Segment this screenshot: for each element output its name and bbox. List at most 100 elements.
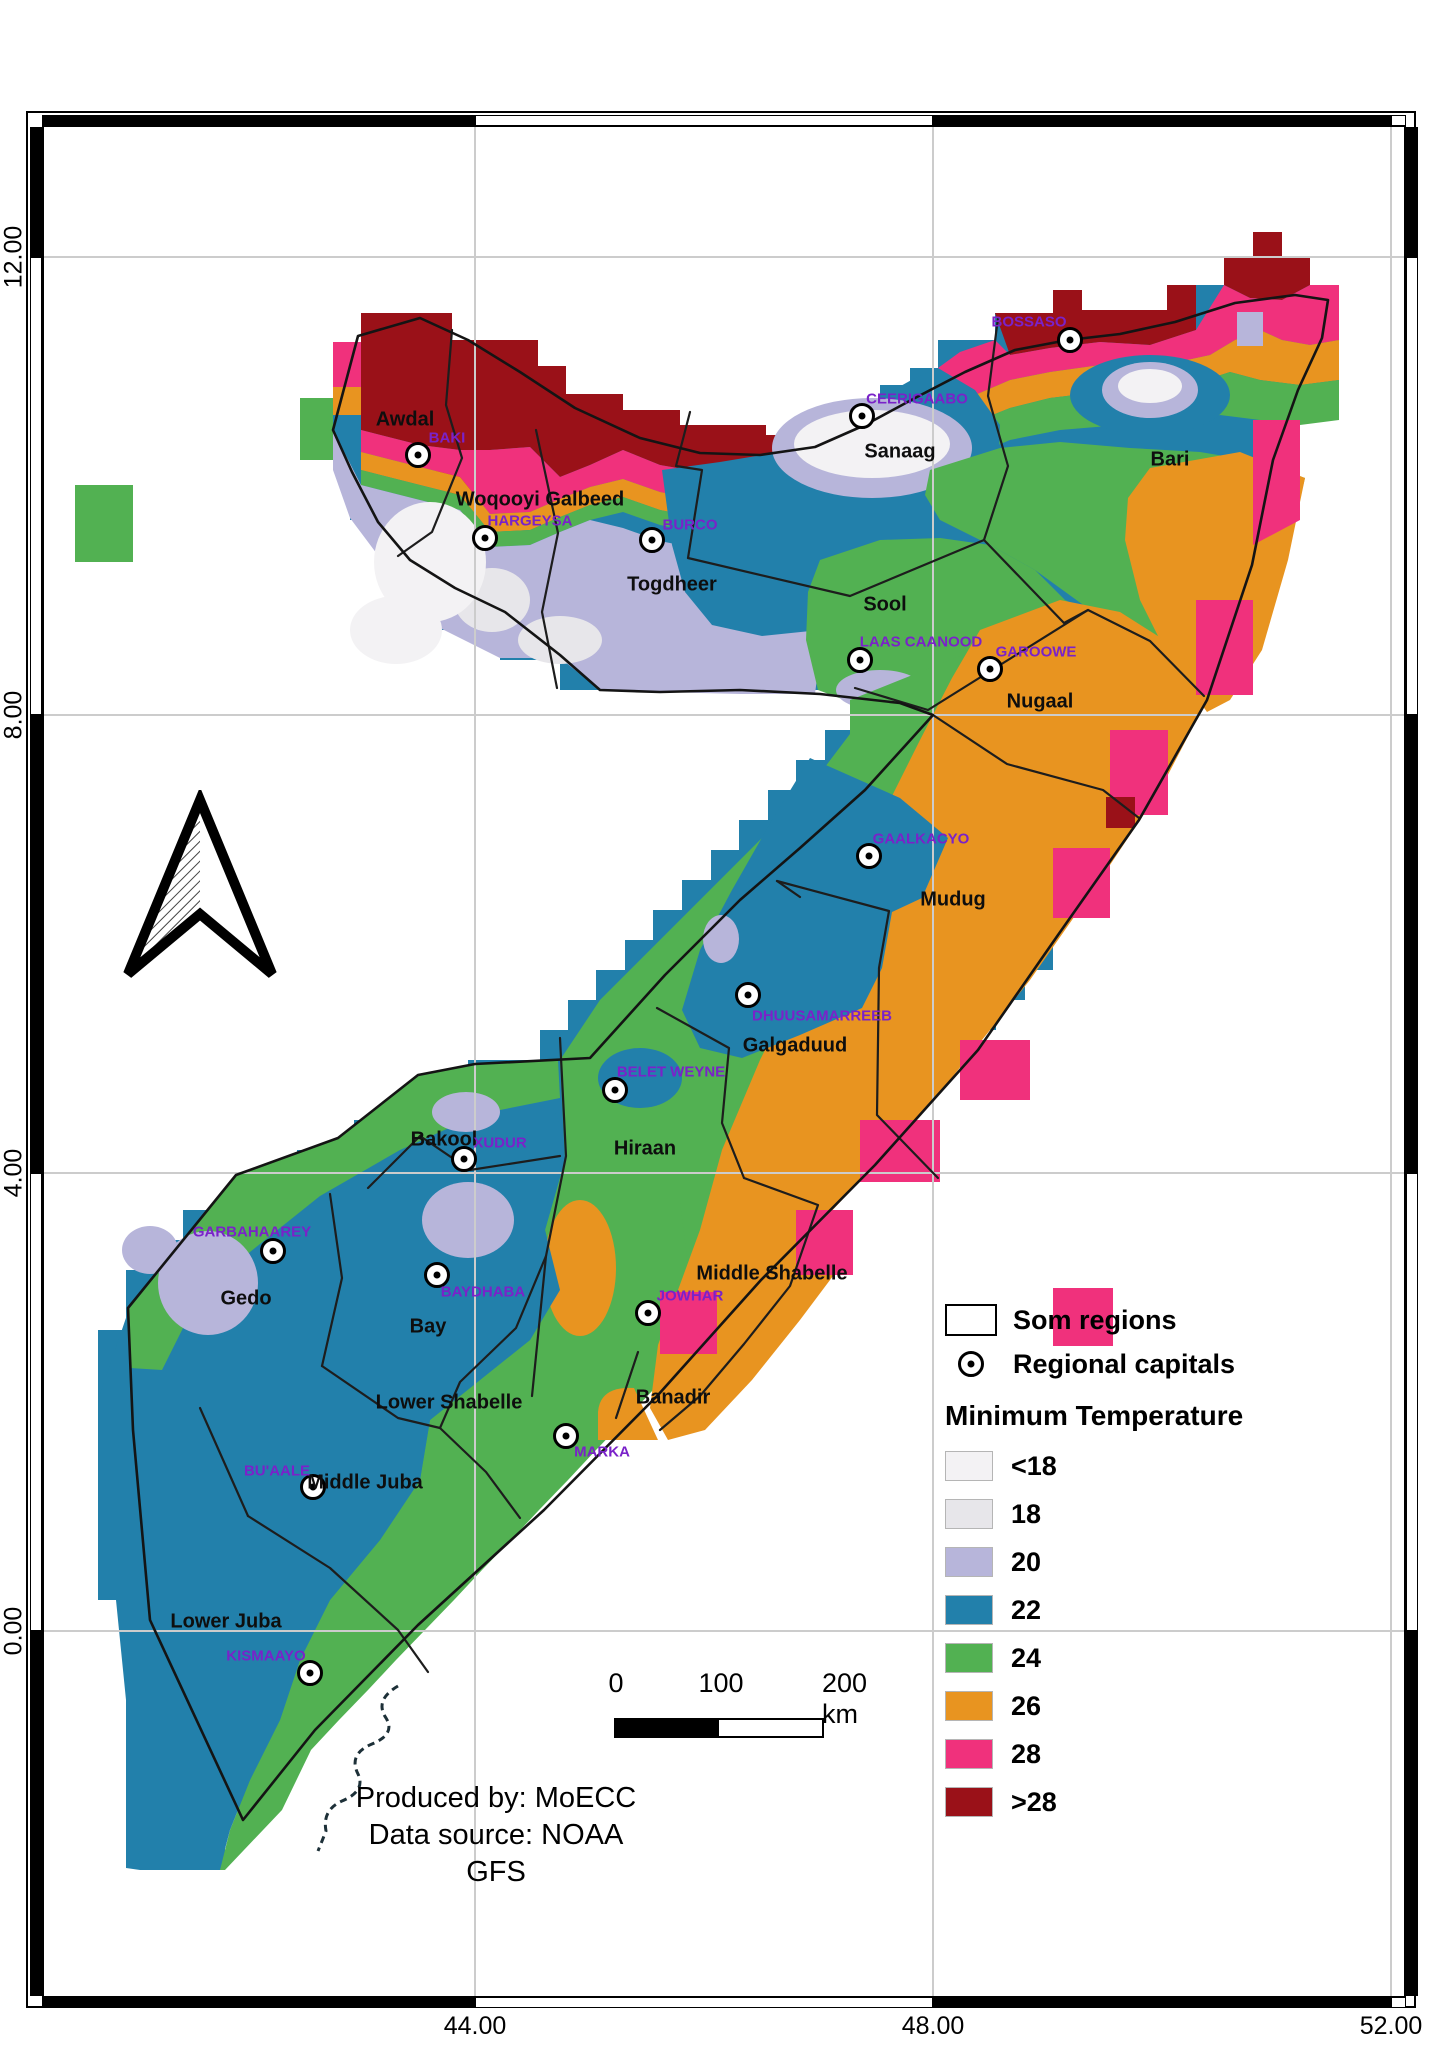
region-label: Togdheer bbox=[627, 573, 717, 596]
legend-item: 28 bbox=[945, 1730, 1243, 1778]
capital-marker bbox=[260, 1238, 286, 1264]
capital-label: GAROOWE bbox=[995, 643, 1077, 661]
frame-inner-border bbox=[42, 125, 1406, 1998]
capital-marker bbox=[847, 647, 873, 673]
capital-marker bbox=[451, 1146, 477, 1172]
credits-line2: Data source: NOAA bbox=[368, 1819, 624, 1851]
legend-swatch bbox=[945, 1643, 993, 1673]
capital-marker bbox=[977, 656, 1003, 682]
legend-swatch bbox=[945, 1595, 993, 1625]
legend-item-label: 28 bbox=[1011, 1738, 1042, 1769]
capital-marker bbox=[635, 1300, 661, 1326]
scale-tick-100: 100 bbox=[698, 1668, 744, 1698]
capital-label: DHUUSAMARREEB bbox=[751, 1007, 893, 1025]
legend-item: >28 bbox=[945, 1778, 1243, 1826]
capital-label: GARBAHAAREY bbox=[192, 1223, 312, 1241]
region-label: Lower Juba bbox=[170, 1610, 282, 1633]
region-label: Gedo bbox=[220, 1287, 272, 1310]
legend-row-som-regions: Som regions bbox=[945, 1298, 1243, 1342]
legend-item-label: 22 bbox=[1011, 1594, 1042, 1625]
legend-item: 20 bbox=[945, 1538, 1243, 1586]
x-axis-tick-label: 44.00 bbox=[443, 2012, 507, 2040]
frame-zebra-right bbox=[1406, 127, 1418, 1996]
legend-swatch bbox=[945, 1547, 993, 1577]
legend-item: 18 bbox=[945, 1490, 1243, 1538]
legend-item: 24 bbox=[945, 1634, 1243, 1682]
capital-label: BAYDHABA bbox=[440, 1283, 526, 1301]
legend-item: <18 bbox=[945, 1442, 1243, 1490]
region-label: Middle Shabelle bbox=[696, 1262, 848, 1285]
capital-label: BOSSASO bbox=[991, 313, 1067, 331]
capital-label: BU'AALE bbox=[243, 1462, 311, 1480]
credits-text: Produced by: MoECC Data source: NOAA GFS bbox=[356, 1780, 636, 1891]
gridlines bbox=[44, 127, 1404, 1996]
y-axis-tick-label: 12.00 bbox=[0, 225, 28, 289]
capital-marker bbox=[553, 1423, 579, 1449]
capital-label: GAALKACYO bbox=[872, 830, 970, 848]
capital-label: BELET WEYNE bbox=[616, 1063, 726, 1081]
capital-marker bbox=[405, 442, 431, 468]
legend-swatch bbox=[945, 1739, 993, 1769]
map-legend: Som regions Regional capitals Minimum Te… bbox=[945, 1298, 1243, 1826]
capital-label: KISMAAYO bbox=[226, 1647, 306, 1665]
som-regions-label: Som regions bbox=[1013, 1304, 1177, 1335]
scale-bar-filled-half bbox=[616, 1720, 719, 1736]
capital-label: JOWHAR bbox=[656, 1287, 724, 1305]
x-axis-tick-label: 48.00 bbox=[901, 2012, 965, 2040]
credits-line1: Produced by: MoECC bbox=[355, 1782, 637, 1814]
frame-zebra-left bbox=[30, 127, 42, 1996]
capital-marker-icon bbox=[958, 1351, 984, 1377]
legend-item-label: 26 bbox=[1011, 1690, 1042, 1721]
legend-title: Minimum Temperature bbox=[945, 1400, 1244, 1431]
frame-zebra-bottom bbox=[42, 1996, 1406, 2008]
capital-label: BURCO bbox=[662, 516, 718, 534]
region-label: Bakool bbox=[410, 1128, 478, 1151]
region-label: Lower Shabelle bbox=[375, 1391, 523, 1414]
region-label: Woqooyi Galbeed bbox=[455, 488, 625, 511]
scale-bar-box bbox=[614, 1718, 824, 1738]
legend-item-label: >28 bbox=[1011, 1786, 1057, 1817]
x-axis-tick-label: 52.00 bbox=[1359, 2012, 1423, 2040]
y-axis-tick-label: 0.00 bbox=[0, 1606, 28, 1656]
capital-marker bbox=[856, 843, 882, 869]
region-label: Sool bbox=[863, 593, 907, 616]
capital-label: LAAS CAANOOD bbox=[859, 633, 983, 651]
capital-marker bbox=[300, 1474, 326, 1500]
legend-item: 22 bbox=[945, 1586, 1243, 1634]
region-borders bbox=[198, 316, 1206, 1674]
capital-marker bbox=[639, 527, 665, 553]
region-label: Sanaag bbox=[864, 440, 936, 463]
legend-items: <18 18 20 22 24 26 28 >28 bbox=[945, 1442, 1243, 1826]
capital-marker bbox=[735, 982, 761, 1008]
capital-label: CEERIGAABO bbox=[866, 390, 968, 408]
north-arrow-icon bbox=[123, 790, 277, 978]
river-line bbox=[316, 1684, 399, 1852]
legend-item: 26 bbox=[945, 1682, 1243, 1730]
region-label: Galgaduud bbox=[742, 1034, 848, 1057]
region-label: Middle Juba bbox=[307, 1471, 423, 1494]
legend-row-regional-capitals: Regional capitals bbox=[945, 1342, 1243, 1386]
som-regions-swatch bbox=[945, 1304, 997, 1336]
legend-swatch bbox=[945, 1451, 993, 1481]
y-axis-tick-label: 8.00 bbox=[0, 690, 28, 740]
legend-item-label: 20 bbox=[1011, 1546, 1042, 1577]
region-label: Hiraan bbox=[613, 1137, 677, 1160]
region-label: Nugaal bbox=[1006, 690, 1074, 713]
scale-tick-200km: 200 km bbox=[822, 1668, 868, 1729]
legend-item-label: 18 bbox=[1011, 1498, 1042, 1529]
y-axis-tick-label: 4.00 bbox=[0, 1148, 28, 1198]
region-label: Mudug bbox=[920, 888, 986, 911]
region-label: Awdal bbox=[375, 408, 435, 431]
regional-capitals-label: Regional capitals bbox=[1013, 1348, 1236, 1379]
credits-line3: GFS bbox=[466, 1856, 526, 1888]
region-label: Bay bbox=[409, 1315, 447, 1338]
capital-marker bbox=[1057, 327, 1083, 353]
capital-marker bbox=[849, 403, 875, 429]
scale-tick-0: 0 bbox=[608, 1668, 624, 1698]
capital-marker bbox=[602, 1077, 628, 1103]
capital-label: XUDUR bbox=[473, 1134, 527, 1152]
capital-label: BAKI bbox=[428, 429, 466, 447]
legend-swatch bbox=[945, 1499, 993, 1529]
